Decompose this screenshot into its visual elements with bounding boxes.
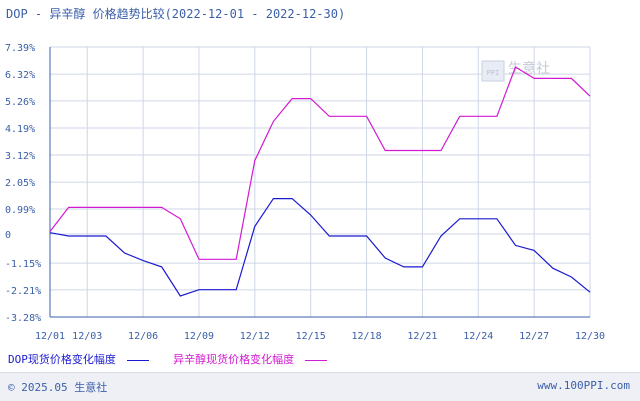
y-tick-label: -1.15% — [5, 259, 41, 270]
x-tick-label: 12/15 — [296, 331, 326, 342]
chart-title: DOP - 异辛醇 价格趋势比较(2022-12-01 - 2022-12-30… — [6, 7, 346, 21]
footer: © 2025.05 生意社 www.100PPI.com — [0, 372, 640, 401]
y-tick-label: 4.19% — [5, 124, 35, 135]
x-tick-label: 12/03 — [72, 331, 102, 342]
x-tick-label: 12/30 — [575, 331, 605, 342]
line-chart: PPI 生意社 7.39% 6.32% 5.26% 4.19% 3.12% 2.05% 0.… — [5, 43, 605, 342]
legend-label-octanol: 异辛醇现货价格变化幅度 — [173, 353, 295, 366]
y-tick-label: -3.28% — [5, 313, 41, 324]
y-tick-label: 0.99% — [5, 205, 35, 216]
watermark-text: 生意社 — [508, 60, 550, 77]
series-line-dop — [49, 198, 591, 297]
legend-swatch-dop — [126, 359, 149, 361]
watermark-logo-letters: PPI — [487, 69, 500, 77]
x-tick-label: 12/21 — [407, 331, 437, 342]
legend-label-dop: DOP现货价格变化幅度 — [8, 353, 116, 366]
legend: DOP现货价格变化幅度 异辛醇现货价格变化幅度 — [8, 351, 345, 367]
x-tick-label: 12/24 — [463, 331, 493, 342]
x-tick-label: 12/01 — [35, 331, 65, 342]
website-link[interactable]: www.100PPI.com — [537, 379, 630, 392]
watermark: PPI 生意社 — [481, 60, 550, 82]
legend-item-octanol: 异辛醇现货价格变化幅度 — [173, 351, 327, 367]
y-tick-label: 6.32% — [5, 70, 35, 81]
y-tick-label: 0 — [5, 230, 11, 241]
x-tick-label: 12/06 — [128, 331, 158, 342]
y-tick-label: 3.12% — [5, 151, 35, 162]
grid-layer — [49, 46, 591, 318]
y-tick-label: 5.26% — [5, 97, 35, 108]
tick-labels: 7.39% 6.32% 5.26% 4.19% 3.12% 2.05% 0.99% 0 -1.1… — [5, 43, 605, 342]
x-tick-label: 12/09 — [184, 331, 214, 342]
watermark-logo-icon — [481, 60, 505, 82]
x-tick-label: 12/27 — [519, 331, 549, 342]
y-tick-label: 2.05% — [5, 178, 35, 189]
series-line-octanol — [49, 66, 591, 260]
y-tick-label: 7.39% — [5, 43, 35, 54]
axis-layer — [49, 47, 590, 318]
y-tick-label: -2.21% — [5, 286, 41, 297]
copyright-text: © 2025.05 生意社 — [8, 381, 108, 394]
x-tick-label: 12/12 — [240, 331, 270, 342]
x-tick-label: 12/18 — [351, 331, 381, 342]
legend-swatch-octanol — [304, 359, 327, 361]
series-layer — [49, 66, 591, 297]
legend-item-dop: DOP现货价格变化幅度 — [8, 351, 149, 367]
